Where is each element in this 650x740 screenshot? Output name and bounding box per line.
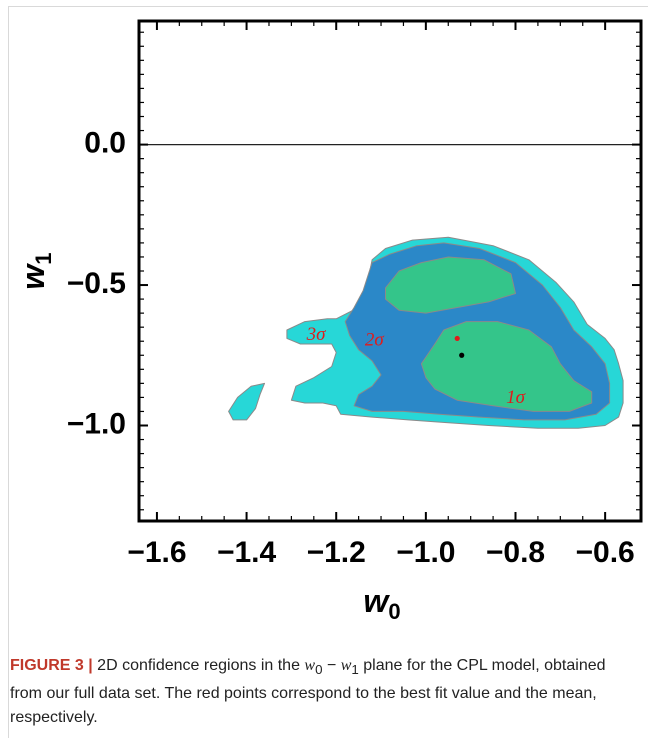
caption-w0-subscript: 0: [315, 662, 323, 678]
region-label-0: 3σ: [306, 324, 327, 345]
caption-w1-symbol: w: [340, 657, 352, 674]
x-tick-label: −1.2: [307, 536, 366, 569]
confidence-regions: [228, 236, 624, 429]
region-2-part-1: [420, 321, 593, 412]
y-axis-label: w1: [15, 252, 56, 289]
y-tick-label: −0.5: [67, 267, 126, 300]
region-label-2: 1σ: [506, 387, 526, 408]
top-rule: [8, 6, 648, 7]
marker-point-1: [459, 352, 465, 358]
x-tick-label: −1.4: [217, 536, 277, 569]
figure-caption: FIGURE 3 | 2D confidence regions in the …: [10, 654, 638, 730]
caption-w0-symbol: w: [304, 657, 316, 674]
y-tick-label: −1.0: [67, 407, 126, 440]
left-rule: [8, 6, 9, 738]
caption-w1-subscript: 1: [351, 662, 359, 678]
region-labels: 3σ 2σ 1σ: [306, 324, 526, 408]
tick-labels: −1.6 −1.4 −1.2 −1.0 −0.8 −0.6 0.0 −0.5 −1.0: [67, 127, 635, 569]
region-2-part-0: [385, 256, 516, 314]
region-label-1: 2σ: [365, 330, 385, 351]
caption-text-end: plane for the CPL model, obtained from o…: [10, 657, 606, 727]
marker-point-0: [454, 335, 460, 342]
marker-points: [454, 335, 465, 358]
x-axis-label: w0: [363, 583, 400, 624]
region-0-part-1: [228, 382, 265, 421]
axis-ticks: [139, 21, 641, 521]
x-tick-label: −1.0: [396, 536, 455, 569]
x-tick-label: −0.8: [486, 536, 545, 569]
x-tick-label: −0.6: [576, 536, 635, 569]
caption-text-start: 2D confidence regions in the: [92, 657, 305, 674]
x-tick-label: −1.6: [127, 536, 186, 569]
y-tick-label: 0.0: [84, 127, 126, 160]
caption-figure-label: FIGURE 3 |: [10, 657, 93, 674]
caption-dash: −: [322, 657, 341, 674]
